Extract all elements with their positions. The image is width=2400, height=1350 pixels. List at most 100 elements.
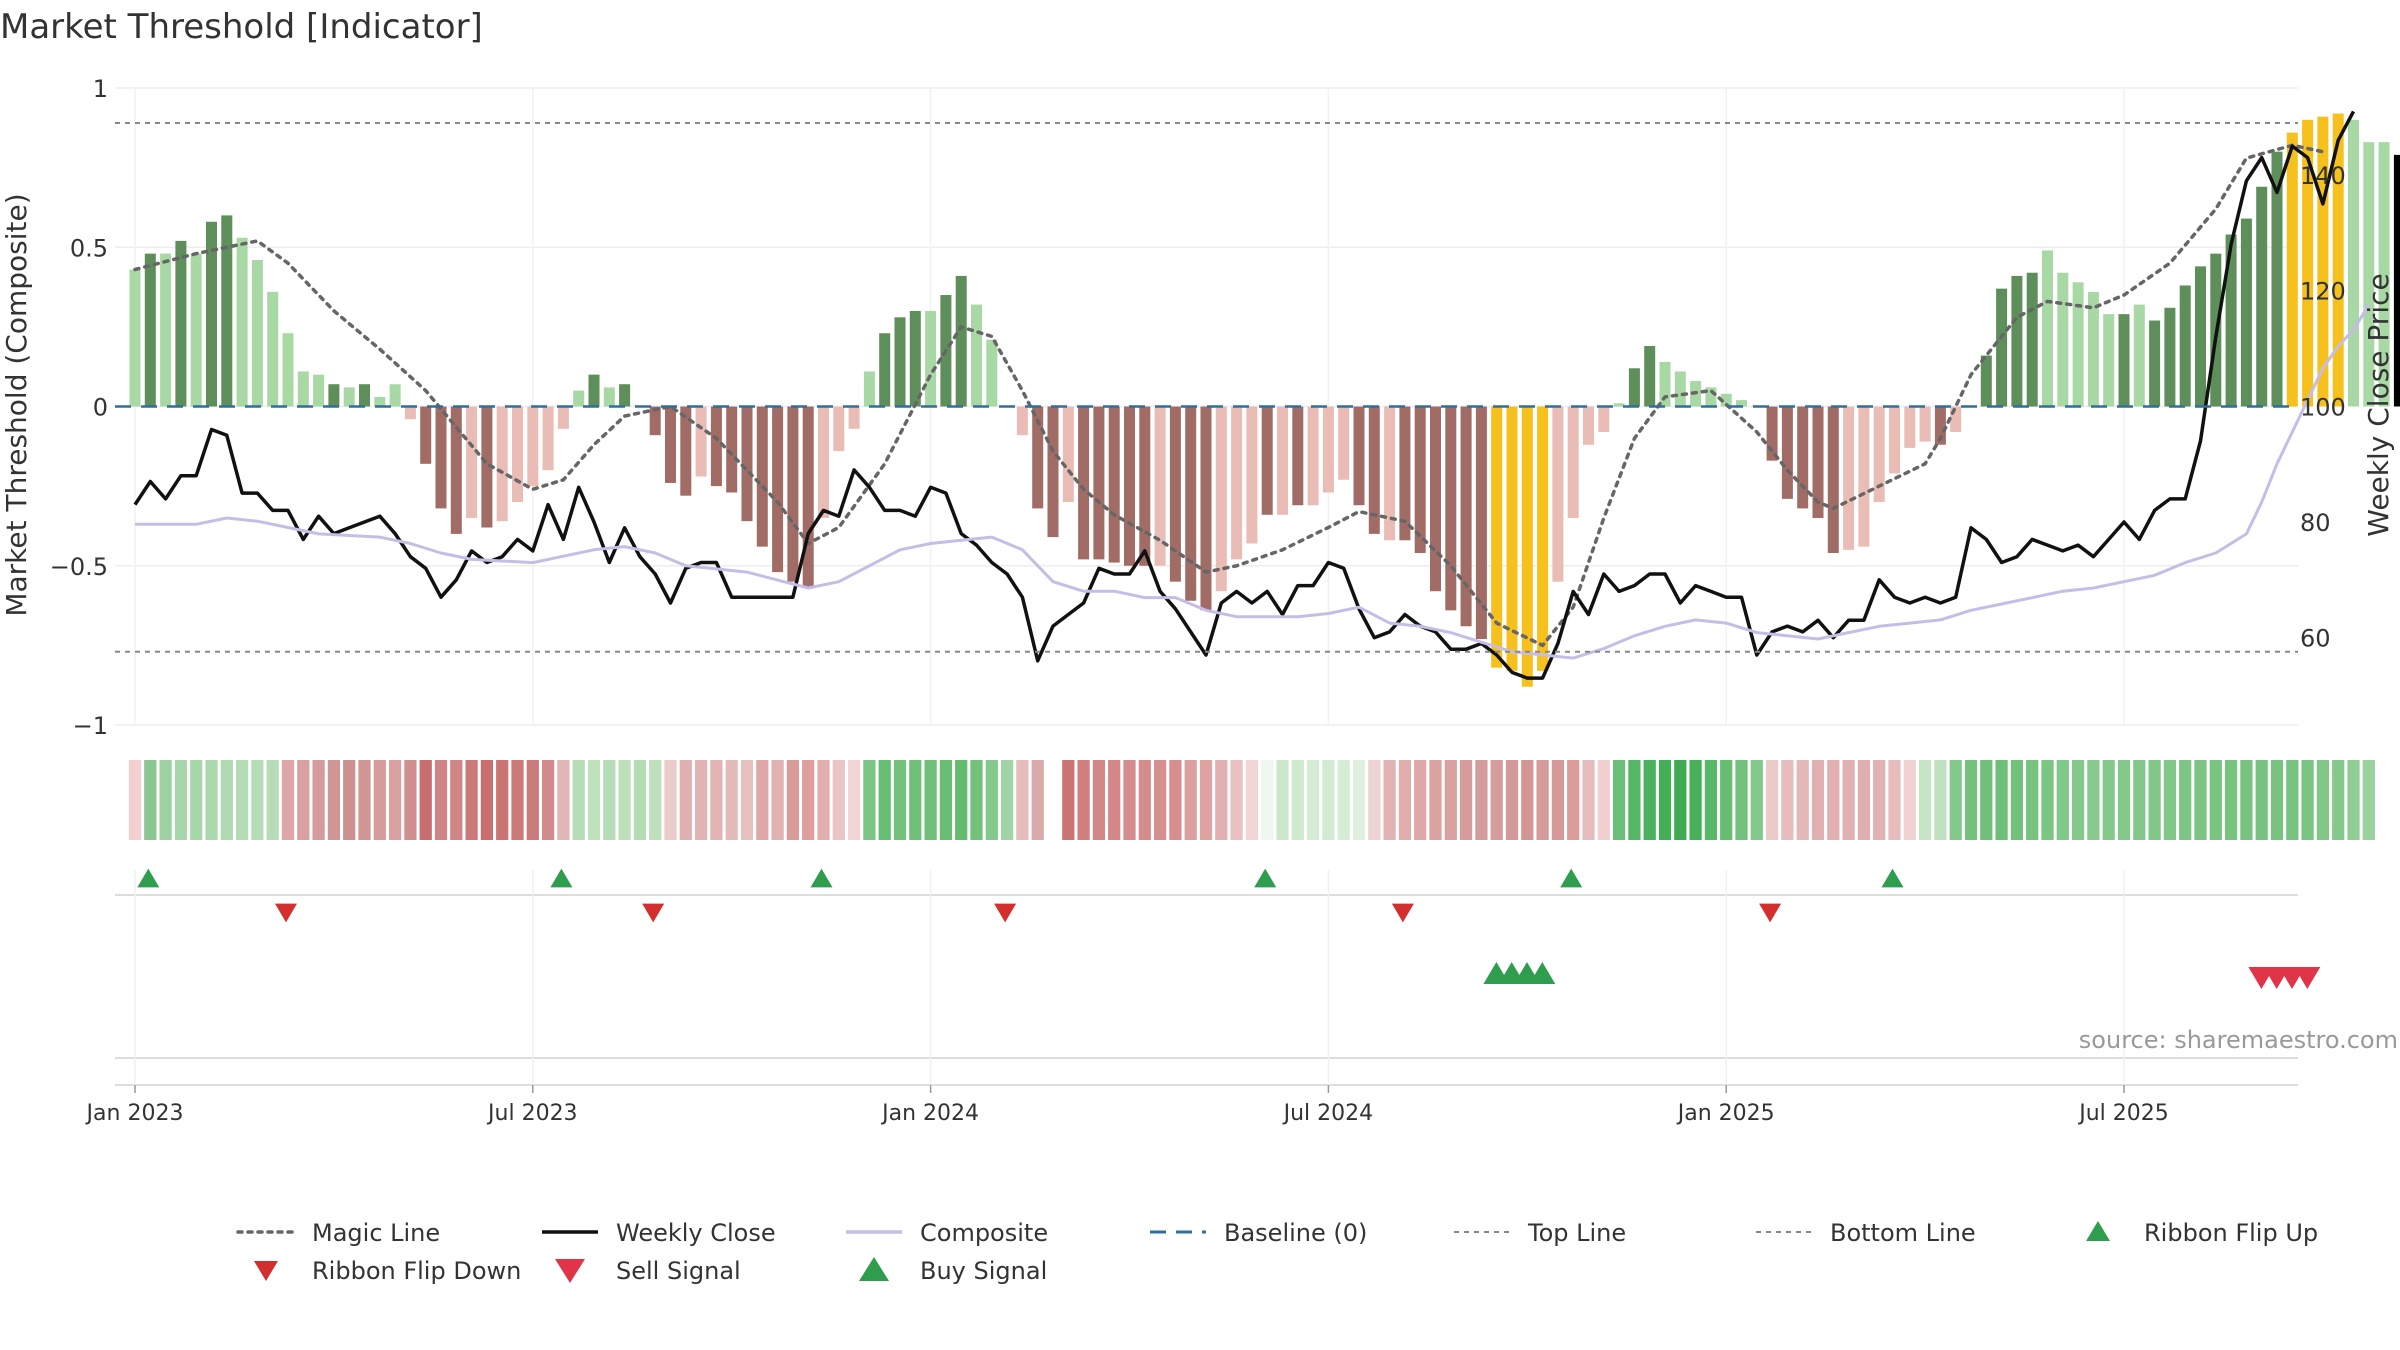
legend-swatch-ribbon-flip-down (254, 1261, 278, 1281)
legend-label: Magic Line (312, 1219, 440, 1247)
composite-bar (1628, 368, 1640, 407)
composite-bar (1781, 406, 1793, 499)
composite-bar (2194, 266, 2207, 407)
ribbon-flip-down-marker (1759, 903, 1782, 923)
legend-swatch-sell-signal (555, 1259, 585, 1283)
legend-item: Buy Signal (859, 1257, 1047, 1285)
ribbon-cell (2179, 760, 2192, 840)
ribbon-cell (1352, 760, 1366, 840)
composite-bar (358, 384, 371, 407)
ribbon-cell (541, 760, 555, 840)
composite-bar (1491, 406, 1503, 668)
ribbon-cell (1536, 760, 1549, 840)
ribbon-flip-down-marker (642, 903, 665, 923)
composite-bar (297, 371, 309, 407)
ribbon-cell (251, 760, 264, 840)
composite-bar (1613, 403, 1625, 407)
ribbon-cell (1414, 760, 1427, 840)
ribbon-cell (1398, 760, 1412, 840)
composite-bar (1322, 406, 1334, 493)
composite-bar (1950, 406, 1962, 432)
composite-bar (2347, 119, 2360, 407)
composite-bar (1460, 406, 1472, 627)
y2-axis-label: Weekly Close Price (2362, 273, 2395, 536)
legend-label: Composite (920, 1219, 1048, 1247)
composite-bar (1644, 345, 1656, 407)
ribbon-cell (2286, 760, 2299, 840)
sell-signal-marker (2294, 966, 2321, 990)
legend-swatch-buy-signal (859, 1257, 889, 1281)
composite-bar (925, 310, 937, 407)
series-weekly-close (133, 110, 2356, 680)
ribbon-flip-up-marker (810, 868, 833, 888)
chart-title: Market Threshold [Indicator] (0, 7, 483, 47)
composite-bar (1996, 288, 2008, 407)
ribbon-cell (343, 760, 356, 840)
ribbon-cell (1842, 760, 1855, 840)
composite-bar (1475, 406, 1487, 640)
legend-label: Weekly Close (616, 1219, 776, 1247)
composite-bar (970, 304, 983, 407)
composite-bar (1720, 393, 1732, 407)
composite-bar (2041, 250, 2054, 407)
composite-bar (1108, 406, 1120, 563)
composite-bar (1674, 371, 1686, 407)
composite-bar (267, 291, 279, 407)
composite-bar (1858, 406, 1870, 547)
ribbon-cell (404, 760, 417, 840)
composite-bar (2378, 142, 2390, 407)
composite-bar (1506, 406, 1518, 671)
y2-axis-ticks: 140 120 100 80 60 (2300, 162, 2346, 653)
composite-bar (1154, 406, 1166, 566)
ribbon-cell (771, 760, 784, 840)
ribbon-cell (847, 760, 861, 840)
composite-bar (1292, 406, 1304, 506)
composite-bar (236, 237, 248, 407)
y2-tick-label: 120 (2300, 278, 2346, 306)
ribbon-cell (2209, 760, 2222, 840)
composite-bar (1934, 406, 1946, 445)
ribbon-cell (159, 760, 172, 840)
ribbon-cell (633, 760, 647, 840)
composite-bar (1399, 406, 1411, 541)
ribbon-cell (1903, 760, 1916, 840)
ribbon-cell (434, 760, 448, 840)
composite-bars (129, 113, 2400, 687)
ribbon-cell (128, 760, 142, 840)
composite-bar (833, 406, 845, 452)
composite-bar (2256, 186, 2268, 407)
composite-bar (1093, 406, 1105, 560)
buy-signal-marker (1529, 961, 1556, 985)
ribbon-cell (2240, 760, 2253, 840)
ribbon-cell (2102, 760, 2115, 840)
ribbon-cell (756, 760, 769, 840)
ribbon-flip-down-marker (1391, 903, 1414, 923)
legend-label: Ribbon Flip Up (2144, 1219, 2318, 1247)
composite-bar (1843, 406, 1855, 550)
ribbon-cell (1674, 760, 1687, 840)
ribbon-cell (2148, 760, 2161, 840)
composite-bar (542, 406, 554, 471)
composite-bar (251, 259, 263, 407)
ribbon-cell (863, 760, 876, 840)
ribbon-cell (1888, 760, 1901, 840)
composite-bar (175, 240, 187, 407)
ribbon-cell (327, 760, 341, 840)
ribbon-cell (1597, 760, 1610, 840)
composite-bar (2363, 142, 2375, 407)
composite-bar (1582, 406, 1595, 445)
ribbon-cell (373, 760, 386, 840)
composite-bar (710, 406, 722, 487)
ribbon-cell (2163, 760, 2177, 840)
composite-bar (1338, 406, 1350, 480)
ribbon-cell (1108, 760, 1121, 840)
ribbon-cell (955, 760, 968, 840)
composite-bar (129, 269, 141, 407)
ribbon-cell (1153, 760, 1167, 840)
ribbon-cell (1199, 760, 1213, 840)
composite-bar (466, 406, 478, 518)
composite-bar (649, 406, 661, 436)
ribbon-cell (2255, 760, 2268, 840)
composite-bar (2179, 285, 2191, 407)
ribbon-cell (1276, 760, 1289, 840)
